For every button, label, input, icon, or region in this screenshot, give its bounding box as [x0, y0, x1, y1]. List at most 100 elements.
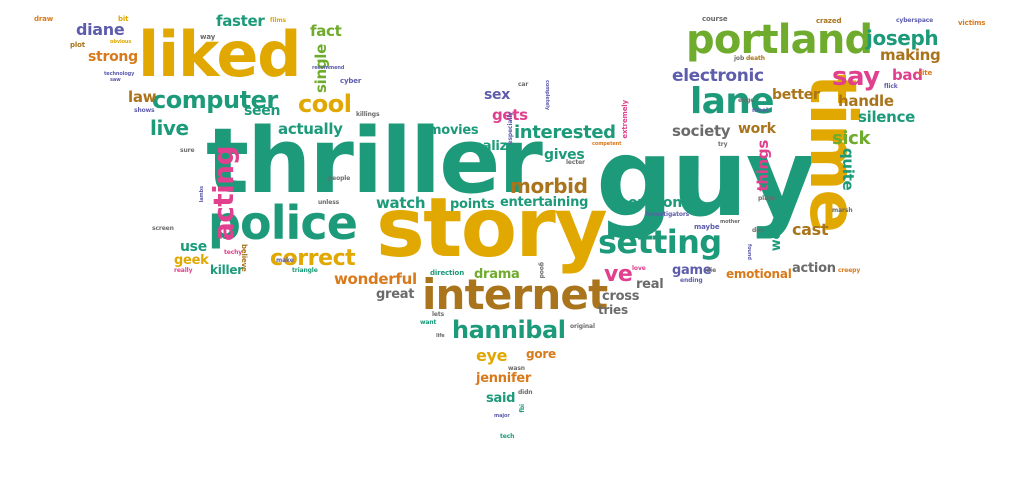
- word-use: use: [180, 239, 207, 255]
- word-wonderful: wonderful: [334, 270, 417, 288]
- word-marsh: marsh: [832, 207, 853, 214]
- word-original: original: [570, 323, 595, 330]
- word-seen: seen: [244, 103, 281, 119]
- word-mother: mother: [720, 219, 740, 225]
- word-law: law: [128, 88, 157, 106]
- word-computer: computer: [152, 86, 278, 114]
- word-jennifer: jennifer: [476, 371, 532, 386]
- word-game: game: [672, 263, 712, 278]
- word-investigators: investigators: [646, 211, 690, 218]
- word-direction: direction: [430, 269, 465, 277]
- word-course: course: [702, 15, 728, 23]
- word-joseph: joseph: [866, 26, 939, 50]
- word-life: life: [436, 333, 445, 339]
- word-techy: techy: [224, 249, 243, 256]
- word-geek: geek: [174, 253, 209, 268]
- word-films: films: [270, 17, 286, 24]
- word-unless: unless: [318, 199, 340, 206]
- word-way: way: [200, 33, 216, 41]
- word-story: story: [376, 181, 608, 276]
- word-tries: tries: [598, 303, 628, 317]
- word-gets: gets: [492, 106, 528, 124]
- word-bad: bad: [892, 66, 923, 84]
- word-bit: bit: [118, 15, 129, 23]
- word-liked: liked: [138, 18, 302, 91]
- word-job: job: [734, 55, 745, 62]
- word-correct: correct: [270, 246, 356, 271]
- word-ve: ve: [604, 262, 633, 287]
- word-killer: killer: [210, 263, 243, 277]
- word-maybe: maybe: [694, 223, 720, 231]
- word-lambs: lambs: [199, 186, 205, 203]
- word-real: real: [636, 277, 664, 292]
- word-gives: gives: [544, 147, 585, 163]
- word-gore: gore: [526, 347, 556, 361]
- word-fact: fact: [310, 22, 342, 40]
- word-cool: cool: [298, 90, 352, 118]
- word-love: love: [632, 265, 646, 272]
- word-cast: cast: [792, 220, 829, 239]
- word-work: work: [738, 121, 776, 137]
- word-site: site: [918, 69, 933, 77]
- word-ending: ending: [680, 277, 703, 284]
- word-really: really: [174, 267, 193, 274]
- word-make: make: [276, 257, 294, 264]
- word-society: society: [672, 122, 731, 140]
- word-competent: competent: [592, 141, 622, 147]
- word-obvious: obvious: [110, 39, 132, 45]
- word-don: don: [752, 227, 765, 234]
- word-live: live: [150, 116, 189, 140]
- word-electronic: electronic: [672, 66, 764, 86]
- word-guy: guy: [596, 116, 816, 241]
- word-emotional: emotional: [726, 267, 792, 281]
- word-try: try: [718, 141, 728, 148]
- word-sick: sick: [832, 128, 871, 149]
- word-victims: victims: [958, 19, 986, 27]
- word-cyberspace: cyberspace: [896, 17, 934, 24]
- word-creepy: creepy: [838, 267, 861, 274]
- word-technology: technology: [104, 71, 135, 77]
- word-sure: sure: [180, 147, 195, 154]
- word-want: want: [420, 319, 437, 326]
- word-cross: cross: [602, 289, 640, 304]
- word-action: action: [792, 261, 836, 276]
- word-death: death: [746, 55, 765, 62]
- word-points: points: [450, 197, 495, 212]
- word-edge: edge: [738, 97, 755, 104]
- word-sex: sex: [484, 87, 511, 103]
- word-major: major: [494, 413, 510, 419]
- word-shows: shows: [134, 107, 155, 114]
- word-things: things: [754, 140, 772, 192]
- word-completely: completely: [544, 80, 550, 111]
- word-making: making: [880, 46, 941, 64]
- word-lets: lets: [432, 311, 445, 318]
- word-saw: saw: [110, 77, 121, 83]
- word-internet: internet: [422, 270, 608, 319]
- word-plot: plot: [70, 41, 86, 49]
- word-realize: realize: [468, 139, 516, 154]
- word-plays: plays: [758, 195, 776, 202]
- word-faster: faster: [216, 12, 265, 30]
- word-interested: interested: [514, 122, 616, 143]
- word-silence: silence: [858, 108, 916, 126]
- word-thriller: thriller: [206, 109, 543, 214]
- word-triangle: triangle: [292, 267, 318, 274]
- word-tech: tech: [500, 433, 515, 440]
- word-great: great: [376, 287, 415, 302]
- word-entertaining: entertaining: [500, 195, 589, 210]
- word-movies: movies: [428, 123, 479, 138]
- word-good: good: [538, 262, 545, 279]
- word-portland: portland: [686, 17, 873, 63]
- word-flick: flick: [884, 83, 898, 90]
- word-found: found: [746, 244, 752, 260]
- word-acting: acting: [207, 146, 240, 242]
- word-killings: killings: [356, 111, 380, 118]
- word-meet: meet: [752, 107, 769, 114]
- word-quite: quite: [839, 148, 857, 191]
- word-oregon: oregon: [628, 195, 682, 211]
- word-setting: setting: [598, 223, 722, 261]
- word-draw: draw: [34, 15, 54, 23]
- word-especially: especially: [507, 112, 514, 145]
- word-fbi: fbi: [519, 404, 526, 413]
